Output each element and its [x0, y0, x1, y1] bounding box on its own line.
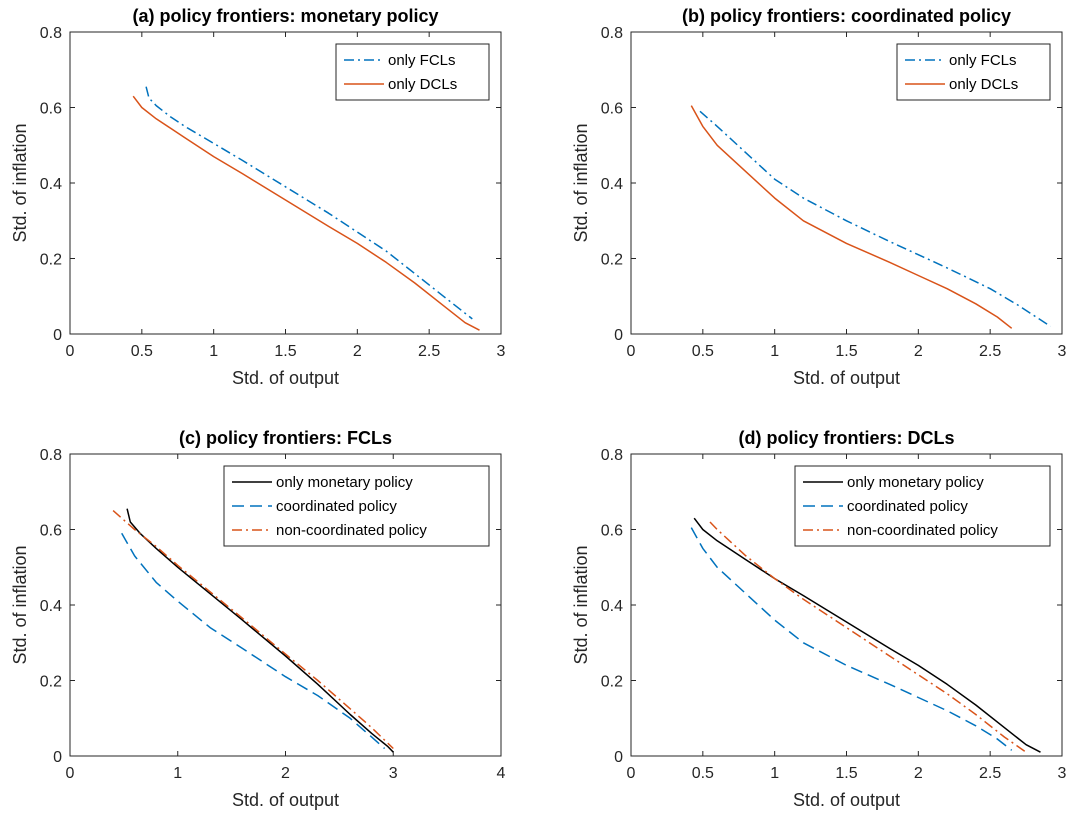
legend-box [335, 43, 490, 101]
panel-4: 0 0.5 1 1.5 2 2.5 3 0 0.2 0.4 0.6 0.8 (d) policy fro… [571, 428, 1067, 810]
panel-2: 0 0.5 1 1.5 2 2.5 3 0 0.2 0.4 0.6 0.8 (b) policy fro… [571, 6, 1067, 388]
x-tick-label: 3 [1058, 343, 1067, 360]
y-tick-label: 0 [614, 327, 623, 344]
series-line-3 [112, 510, 394, 750]
x-tick-label: 3 [389, 765, 398, 782]
chart-title: (c) policy frontiers: FCLs [179, 428, 392, 448]
legend-label: only monetary policy [847, 474, 984, 491]
series-line-1 [699, 110, 1051, 328]
y-tick-label: 0.2 [601, 252, 623, 269]
series-line-1 [145, 86, 473, 320]
chart-title: (b) policy frontiers: coordinated policy [682, 6, 1011, 26]
y-axis-label: Std. of inflation [10, 545, 30, 664]
y-tick-label: 0.8 [40, 447, 62, 464]
y-tick-label: 0 [614, 749, 623, 766]
y-axis-label: Std. of inflation [571, 545, 591, 664]
legend-label: only DCLs [949, 76, 1018, 93]
x-tick-label: 4 [497, 765, 506, 782]
y-tick-label: 0 [53, 749, 62, 766]
x-tick-label: 0 [627, 765, 636, 782]
legend-label: non-coordinated policy [847, 522, 998, 539]
panel-3: 0 1 2 3 4 0 0.2 0.4 0.6 0.8 (c) policy frontiers: … [10, 428, 506, 810]
x-tick-label: 2.5 [418, 343, 440, 360]
y-tick-label: 0.4 [40, 176, 62, 193]
x-tick-label: 3 [1058, 765, 1067, 782]
x-tick-label: 1.5 [835, 765, 857, 782]
x-tick-label: 0.5 [692, 343, 714, 360]
y-tick-label: 0.2 [40, 674, 62, 691]
x-tick-label: 0.5 [131, 343, 153, 360]
x-tick-label: 3 [497, 343, 506, 360]
legend-box [896, 43, 1051, 101]
y-tick-label: 0.2 [40, 252, 62, 269]
legend-label: coordinated policy [847, 498, 968, 515]
x-tick-label: 1.5 [835, 343, 857, 360]
legend-box [223, 465, 490, 547]
y-tick-label: 0.4 [601, 176, 623, 193]
y-tick-label: 0.8 [40, 25, 62, 42]
y-tick-label: 0.8 [601, 447, 623, 464]
x-tick-label: 2.5 [979, 343, 1001, 360]
legend-label: only FCLs [388, 52, 456, 69]
chart-title: (d) policy frontiers: DCLs [738, 428, 954, 448]
y-tick-label: 0.4 [601, 598, 623, 615]
x-tick-label: 1 [770, 765, 779, 782]
y-tick-label: 0.6 [40, 101, 62, 118]
y-tick-label: 0.6 [40, 523, 62, 540]
x-tick-label: 1 [173, 765, 182, 782]
x-tick-label: 2 [914, 765, 923, 782]
x-tick-label: 2 [353, 343, 362, 360]
legend: only monetary policy coordinated policy no… [223, 465, 490, 547]
chart-title: (a) policy frontiers: monetary policy [132, 6, 438, 26]
x-axis-label: Std. of output [232, 790, 339, 810]
y-tick-label: 0.6 [601, 523, 623, 540]
panel-1: 0 0.5 1 1.5 2 2.5 3 0 0.2 0.4 0.6 0.8 (a) policy fro… [10, 6, 506, 388]
x-tick-label: 0 [627, 343, 636, 360]
legend: only monetary policy coordinated policy no… [794, 465, 1051, 547]
series-line-2 [132, 95, 480, 331]
legend-label: only monetary policy [276, 474, 413, 491]
legend: only FCLs only DCLs [896, 43, 1051, 101]
x-axis-label: Std. of output [232, 368, 339, 388]
y-tick-label: 0.8 [601, 25, 623, 42]
y-axis-label: Std. of inflation [571, 123, 591, 242]
legend-label: non-coordinated policy [276, 522, 427, 539]
x-axis-label: Std. of output [793, 790, 900, 810]
legend-label: coordinated policy [276, 498, 397, 515]
x-tick-label: 1 [209, 343, 218, 360]
series-line-2 [121, 532, 386, 750]
x-tick-label: 2 [281, 765, 290, 782]
series-line-3 [709, 521, 1027, 753]
series-line-2 [690, 105, 1013, 329]
legend-box [794, 465, 1051, 547]
x-tick-label: 0 [66, 343, 75, 360]
y-tick-label: 0.2 [601, 674, 623, 691]
series-line-1 [693, 517, 1041, 753]
y-tick-label: 0.4 [40, 598, 62, 615]
x-tick-label: 0 [66, 765, 75, 782]
series-line-2 [690, 527, 1013, 751]
legend-label: only DCLs [388, 76, 457, 93]
y-tick-label: 0 [53, 327, 62, 344]
legend: only FCLs only DCLs [335, 43, 490, 101]
x-tick-label: 2.5 [979, 765, 1001, 782]
x-tick-label: 1 [770, 343, 779, 360]
x-tick-label: 0.5 [692, 765, 714, 782]
x-tick-label: 1.5 [274, 343, 296, 360]
y-axis-label: Std. of inflation [10, 123, 30, 242]
x-axis-label: Std. of output [793, 368, 900, 388]
y-tick-label: 0.6 [601, 101, 623, 118]
x-tick-label: 2 [914, 343, 923, 360]
legend-label: only FCLs [949, 52, 1017, 69]
